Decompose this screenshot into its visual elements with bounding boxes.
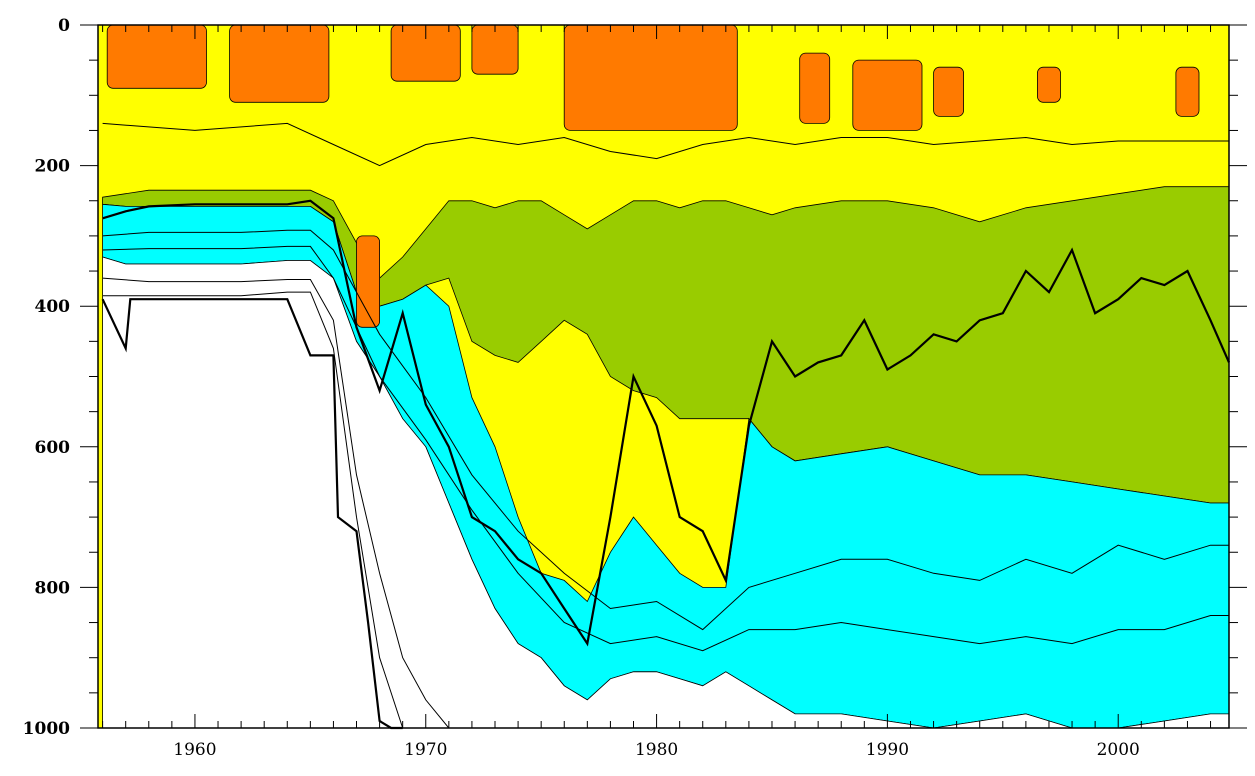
y-tick-label: 200 <box>35 157 71 177</box>
contour-line-thick-bottom <box>101 298 403 730</box>
y-tick-label: 400 <box>35 297 71 317</box>
contour-line-thin-4 <box>102 291 404 729</box>
y-tick-label: 800 <box>35 578 71 598</box>
orange-patch-5 <box>563 24 738 131</box>
x-axis: 1960 1970 1980 1990 2000 <box>102 25 1212 760</box>
y-tick-label: 1000 <box>23 719 70 739</box>
x-tick-label: 1960 <box>173 740 216 760</box>
x-tick-label: 1990 <box>866 740 909 760</box>
y-tick-label: 600 <box>35 438 71 458</box>
orange-patch-6 <box>799 52 831 124</box>
orange-patch-7 <box>852 59 923 131</box>
contour-line-thin-3 <box>102 277 472 729</box>
contour-line-upper-1 <box>102 122 1229 167</box>
orange-patch-0 <box>106 24 207 89</box>
y-axis: 0 200 400 600 800 1000 <box>23 16 1247 739</box>
orange-patch-4 <box>471 24 519 75</box>
contour-lines <box>101 122 1231 730</box>
x-tick-label: 1980 <box>635 740 678 760</box>
contour-line-thick <box>102 199 1231 647</box>
orange-patch-10 <box>1175 66 1200 117</box>
contour-line-thin-2 <box>102 245 1229 652</box>
contour-line-thin-1 <box>102 229 1229 631</box>
orange-patch-8 <box>933 66 964 117</box>
y-tick-label: 0 <box>58 16 70 36</box>
orange-patch-9 <box>1037 66 1061 103</box>
orange-patch-1 <box>229 24 330 103</box>
orange-patches <box>106 24 1200 328</box>
orange-patch-2 <box>356 235 381 328</box>
x-tick-label: 2000 <box>1097 740 1140 760</box>
x-tick-label: 1970 <box>404 740 447 760</box>
